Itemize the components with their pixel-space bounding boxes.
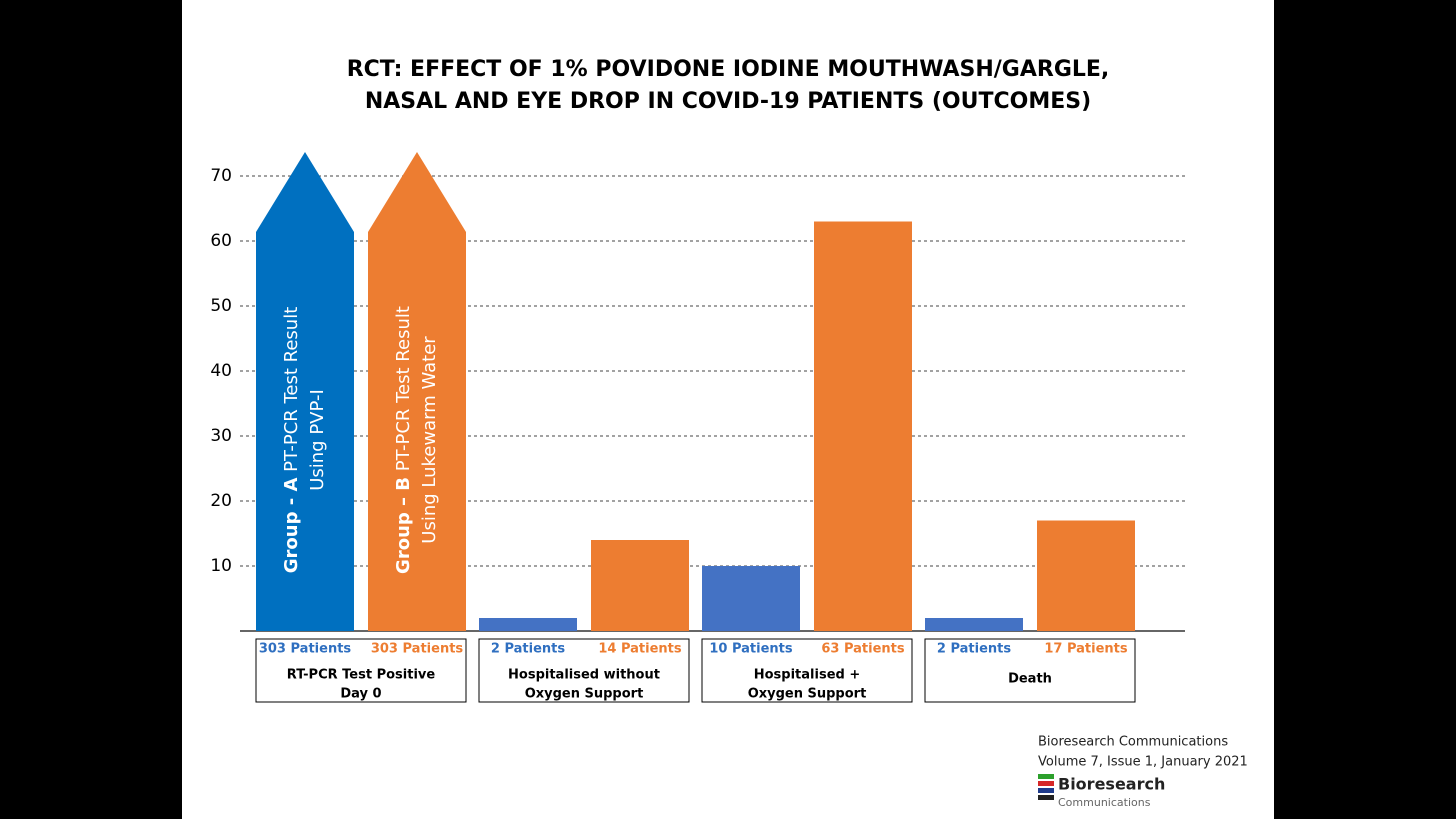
value-label: 17 Patients: [1044, 642, 1128, 657]
arrow-head: [256, 152, 354, 232]
bar: [256, 232, 354, 631]
bar: [591, 540, 689, 631]
y-tick-label: 50: [210, 296, 232, 316]
value-label: 10 Patients: [709, 642, 793, 657]
y-tick-label: 70: [210, 166, 232, 186]
slide: [182, 0, 1274, 819]
x-tick-label: Death: [1008, 672, 1052, 687]
chart-title: NASAL AND EYE DROP IN COVID-19 PATIENTS …: [365, 89, 1091, 114]
value-label: 303 Patients: [259, 642, 352, 657]
value-label: 2 Patients: [491, 642, 565, 657]
y-tick-label: 20: [210, 491, 232, 511]
x-tick-label: Day 0: [340, 687, 381, 702]
source: Volume 7, Issue 1, January 2021: [1038, 755, 1248, 770]
series-desc: Using PVP-I: [307, 389, 328, 491]
y-tick-label: 60: [210, 231, 232, 251]
logo-stripe: [1038, 795, 1054, 800]
logo-stripe: [1038, 781, 1054, 786]
category-box: [478, 638, 690, 703]
series-desc: PT-PCR Test Result: [393, 306, 414, 471]
y-tick-label: 30: [210, 426, 232, 446]
bar: [368, 232, 466, 631]
category-box: [924, 638, 1136, 703]
bar: [1037, 520, 1135, 631]
y-tick-label: 10: [210, 556, 232, 576]
arrow-head: [368, 152, 466, 232]
x-tick-label: Hospitalised without: [508, 668, 660, 683]
logo: Bioresearch: [1058, 775, 1165, 794]
series-name: Group - A: [281, 478, 302, 574]
x-tick-label: Oxygen Support: [748, 687, 867, 702]
chart-title: RCT: EFFECT OF 1% POVIDONE IODINE MOUTHW…: [347, 57, 1110, 82]
bar: [702, 566, 800, 631]
x-tick-label: Oxygen Support: [525, 687, 644, 702]
logo-stripe: [1038, 774, 1054, 779]
category-box: [255, 638, 467, 703]
value-label: 63 Patients: [821, 642, 905, 657]
series-label: Group - A PT-PCR Test Result: [281, 307, 302, 574]
x-tick-label: RT-PCR Test Positive: [287, 668, 436, 683]
bar: [479, 618, 577, 631]
series-label: Group – B PT-PCR Test Result: [393, 306, 414, 574]
value-label: 2 Patients: [937, 642, 1011, 657]
logo: Communications: [1058, 796, 1151, 809]
series-desc: PT-PCR Test Result: [281, 307, 302, 472]
category-box: [701, 638, 913, 703]
bar: [814, 221, 912, 631]
series-desc: Using Lukewarm Water: [419, 336, 440, 544]
x-tick-label: Hospitalised +: [754, 668, 861, 683]
series-name: Group – B: [393, 477, 414, 574]
logo-stripe: [1038, 788, 1054, 793]
value-label: 303 Patients: [371, 642, 464, 657]
y-tick-label: 40: [210, 361, 232, 381]
value-label: 14 Patients: [598, 642, 682, 657]
source: Bioresearch Communications: [1038, 735, 1228, 750]
bar: [925, 618, 1023, 631]
